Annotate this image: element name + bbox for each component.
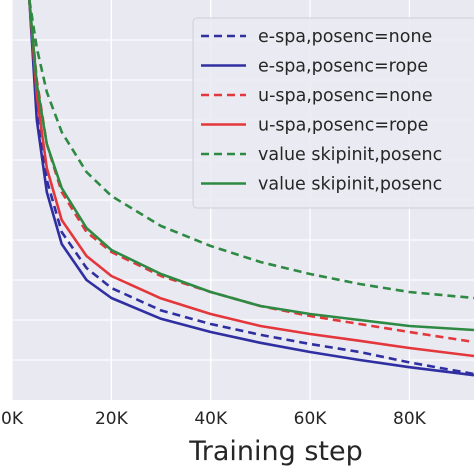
legend-items: e-spa,posenc=none e-spa,posenc=rope u-spa,… (201, 27, 442, 195)
x-tick-labels: 0K 20K 40K 60K 80K (1, 409, 427, 429)
x-tick-label: 40K (194, 409, 228, 429)
x-tick-label: 60K (294, 409, 328, 429)
series-line-3 (28, 0, 474, 358)
x-tick-label: 80K (393, 409, 427, 429)
legend-label-2: u-spa,posenc=none (258, 86, 433, 106)
series-line-4 (28, 0, 474, 300)
x-tick-label: 0K (1, 409, 24, 429)
x-tick-label: 20K (95, 409, 129, 429)
series-line-1 (28, 0, 474, 377)
legend-label-5: value skipinit,posenc (258, 175, 442, 195)
legend-label-0: e-spa,posenc=none (258, 27, 432, 47)
legend-box (192, 17, 474, 209)
series-line-0 (28, 0, 474, 376)
legend-label-3: u-spa,posenc=rope (258, 116, 428, 136)
legend-label-1: e-spa,posenc=rope (258, 57, 428, 77)
legend-label-4: value skipinit,posenc (258, 145, 442, 165)
legend: e-spa,posenc=none e-spa,posenc=rope u-spa,… (192, 17, 474, 209)
x-axis-title: Training step (188, 436, 363, 467)
series-lines (28, 0, 474, 377)
series-line-5 (28, 0, 474, 332)
